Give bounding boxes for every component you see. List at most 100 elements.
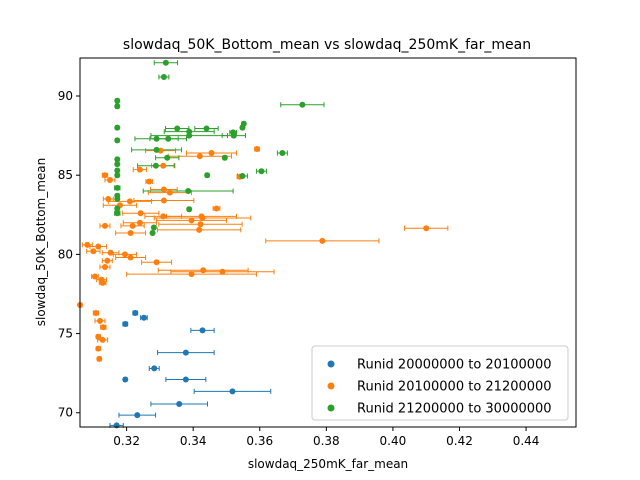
data-point bbox=[165, 135, 172, 142]
data-point bbox=[185, 188, 192, 195]
data-point bbox=[423, 225, 430, 232]
y-tick-label: 85 bbox=[58, 168, 73, 182]
data-point bbox=[149, 229, 156, 236]
data-point bbox=[239, 172, 246, 179]
legend-label: Runid 21200000 to 30000000 bbox=[357, 402, 552, 417]
data-point bbox=[96, 317, 103, 324]
data-point bbox=[146, 178, 153, 185]
data-point bbox=[182, 349, 189, 356]
data-point bbox=[153, 135, 160, 142]
data-point bbox=[91, 273, 98, 280]
data-point bbox=[186, 132, 193, 139]
data-point bbox=[152, 162, 159, 169]
data-point bbox=[126, 198, 133, 205]
data-point bbox=[176, 401, 183, 408]
data-point bbox=[95, 333, 102, 340]
data-point bbox=[114, 161, 121, 168]
data-point bbox=[186, 206, 193, 213]
data-point bbox=[182, 376, 189, 383]
data-point bbox=[105, 195, 112, 202]
data-point bbox=[199, 214, 206, 221]
x-tick-label: 0.34 bbox=[180, 434, 207, 448]
data-point bbox=[213, 205, 220, 212]
data-point bbox=[299, 101, 306, 108]
data-point bbox=[106, 176, 113, 183]
data-points bbox=[77, 59, 430, 429]
data-point bbox=[114, 167, 121, 174]
data-point bbox=[113, 422, 120, 429]
y-tick-label: 75 bbox=[58, 327, 73, 341]
data-point bbox=[95, 243, 102, 250]
data-point bbox=[92, 309, 99, 316]
data-point bbox=[101, 264, 108, 271]
data-point bbox=[101, 172, 108, 179]
plot-frame bbox=[79, 57, 577, 428]
data-point bbox=[90, 248, 97, 255]
data-point bbox=[114, 205, 121, 212]
chart-title: slowdaq_50K_Bottom_mean vs slowdaq_250mK… bbox=[123, 37, 531, 53]
x-tick-label: 0.44 bbox=[513, 434, 540, 448]
data-point bbox=[254, 146, 261, 153]
data-point bbox=[219, 268, 226, 275]
data-point bbox=[136, 219, 143, 226]
data-point bbox=[114, 137, 121, 144]
x-tick-label: 0.32 bbox=[113, 434, 140, 448]
data-point bbox=[166, 189, 173, 196]
legend-marker bbox=[327, 404, 335, 412]
data-point bbox=[114, 97, 121, 104]
data-point bbox=[160, 213, 167, 220]
data-point bbox=[151, 365, 158, 372]
data-point bbox=[229, 388, 236, 395]
data-point bbox=[196, 226, 203, 233]
legend-label: Runid 20000000 to 20100000 bbox=[357, 358, 552, 373]
x-axis-ticks: 0.32 0.34 0.36 0.38 0.40 0.42 0.44 bbox=[113, 427, 539, 448]
data-point bbox=[230, 132, 237, 139]
data-point bbox=[107, 249, 114, 256]
x-tick-label: 0.42 bbox=[446, 434, 473, 448]
legend-box bbox=[311, 345, 569, 421]
data-point bbox=[160, 74, 167, 81]
data-point bbox=[162, 59, 169, 66]
y-axis-ticks: 70 75 80 85 90 bbox=[58, 89, 80, 420]
data-point bbox=[239, 124, 246, 131]
data-point bbox=[114, 103, 121, 110]
data-point bbox=[99, 336, 106, 343]
data-point bbox=[132, 309, 139, 316]
data-point bbox=[127, 229, 134, 236]
data-point bbox=[99, 279, 106, 286]
x-axis-label: slowdaq_250mK_far_mean bbox=[248, 457, 408, 471]
data-point bbox=[96, 355, 103, 362]
data-point bbox=[188, 271, 195, 278]
legend-marker bbox=[327, 360, 335, 368]
y-tick-label: 90 bbox=[58, 89, 73, 103]
data-point bbox=[160, 197, 167, 204]
x-tick-label: 0.38 bbox=[313, 434, 340, 448]
legend-marker bbox=[327, 382, 335, 390]
data-point bbox=[199, 327, 206, 334]
data-point bbox=[104, 257, 111, 264]
legend: Runid 20000000 to 20100000 Runid 20100000… bbox=[311, 345, 569, 421]
data-point bbox=[200, 267, 207, 274]
data-point bbox=[197, 221, 204, 228]
data-point bbox=[196, 153, 203, 160]
data-point bbox=[84, 241, 91, 248]
y-tick-label: 70 bbox=[58, 406, 73, 420]
data-point bbox=[153, 146, 160, 153]
data-point bbox=[121, 251, 128, 258]
data-point bbox=[122, 376, 129, 383]
data-point bbox=[221, 154, 228, 161]
x-tick-label: 0.36 bbox=[246, 434, 273, 448]
data-point bbox=[114, 172, 121, 179]
data-point bbox=[140, 314, 147, 321]
data-point bbox=[129, 222, 136, 229]
data-point bbox=[122, 321, 129, 328]
data-point bbox=[95, 345, 102, 352]
data-point bbox=[164, 154, 171, 161]
y-axis-label: slowdaq_50K_Bottom_mean bbox=[34, 158, 48, 327]
data-point bbox=[134, 412, 141, 419]
data-point bbox=[100, 324, 107, 331]
data-point bbox=[279, 150, 286, 157]
data-point bbox=[114, 124, 121, 131]
data-point bbox=[114, 195, 121, 202]
